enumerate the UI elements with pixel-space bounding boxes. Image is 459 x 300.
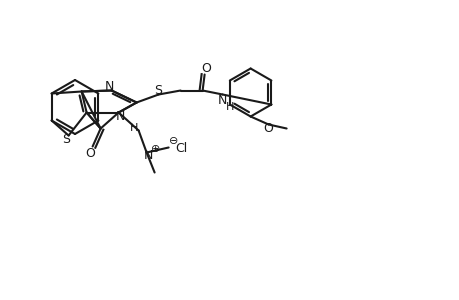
Text: O: O: [263, 122, 273, 135]
Text: N: N: [105, 80, 114, 93]
Text: N: N: [218, 94, 227, 107]
Text: N: N: [144, 149, 153, 162]
Text: ⊖: ⊖: [168, 136, 178, 146]
Text: S: S: [154, 84, 162, 97]
Text: S: S: [62, 133, 71, 146]
Text: O: O: [85, 147, 95, 160]
Text: ⊕: ⊕: [151, 143, 160, 154]
Text: N: N: [116, 110, 125, 123]
Text: H: H: [225, 101, 233, 112]
Text: Cl: Cl: [175, 142, 187, 155]
Text: O: O: [201, 62, 211, 75]
Text: H: H: [129, 122, 138, 133]
